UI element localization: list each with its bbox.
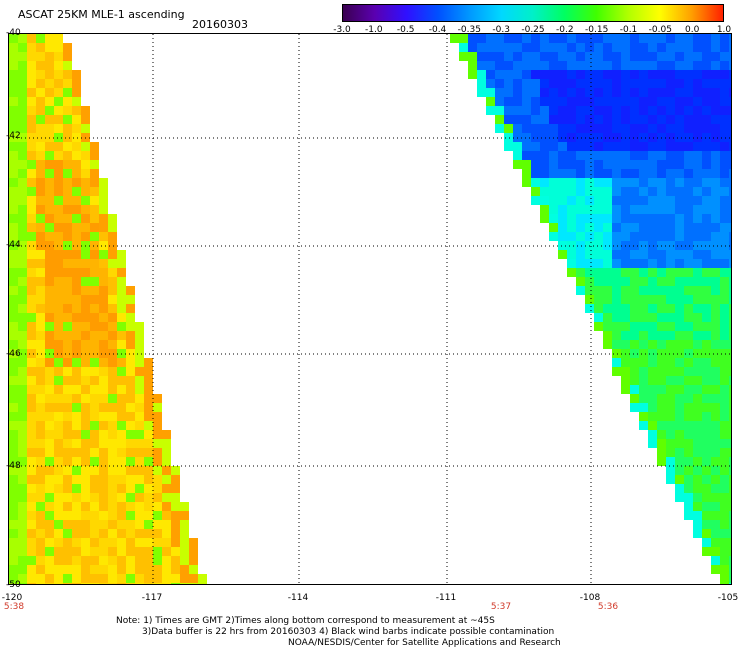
color-scale-tick-label: -0.5: [396, 25, 415, 35]
color-scale-tick-label: -1.0: [365, 25, 383, 35]
color-scale-tick-label: -0.3: [492, 25, 510, 35]
lat-label: -44: [6, 240, 21, 250]
time-label: 5:36: [597, 602, 619, 612]
note-line-1: Note: 1) Times are GMT 2)Times along bot…: [116, 616, 495, 626]
color-scale-tick-label: -0.15: [585, 25, 609, 35]
lat-label: -40: [6, 28, 21, 38]
lat-label: -48: [6, 461, 21, 471]
time-label: 5:38: [3, 602, 25, 612]
lat-label: -42: [6, 131, 21, 141]
color-scale-tick-label: -0.25: [521, 25, 545, 35]
color-scale-tick-label: -0.35: [457, 25, 481, 35]
product-date: 20160303: [192, 18, 248, 31]
graticule: [9, 34, 731, 584]
color-scale-tick-label: 1.0: [716, 25, 732, 35]
color-scale-tick-label: 0.0: [684, 25, 700, 35]
lat-label: -46: [6, 349, 21, 359]
color-scale-tick-label: -0.1: [619, 25, 638, 35]
color-scale-tick-label: -0.05: [648, 25, 672, 35]
color-scale-bar: [342, 4, 724, 22]
time-label: 5:37: [490, 602, 512, 612]
color-scale-tick-label: -3.0: [333, 25, 351, 35]
color-scale-tick-label: -0.4: [428, 25, 447, 35]
lat-label: -50: [6, 580, 21, 590]
lon-label: -114: [287, 593, 309, 603]
note-line-3: NOAA/NESDIS/Center for Satellite Applica…: [288, 638, 561, 648]
lon-label: -120: [1, 593, 23, 603]
swath-map-canvas: [9, 34, 731, 584]
swath-pixels: [9, 34, 731, 584]
lon-label: -105: [717, 593, 739, 603]
lon-label: -117: [141, 593, 163, 603]
lon-label: -108: [579, 593, 601, 603]
product-title: ASCAT 25KM MLE-1 ascending: [18, 8, 185, 21]
color-scale-tick-label: -0.2: [556, 25, 574, 35]
note-line-2: 3)Data buffer is 22 hrs from 20160303 4)…: [142, 627, 555, 637]
lon-label: -111: [435, 593, 457, 603]
swath-map: [8, 33, 732, 585]
